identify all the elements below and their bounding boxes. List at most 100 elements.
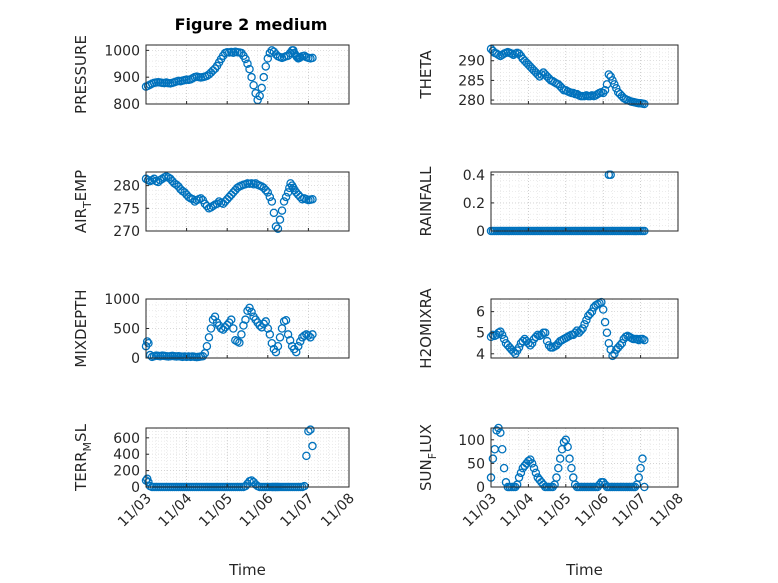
data-point	[267, 197, 277, 206]
data-point	[261, 185, 271, 195]
y-tick-label: 50	[467, 456, 485, 472]
data-point	[531, 468, 541, 478]
data-point	[497, 444, 507, 454]
y-tick-label: 0	[476, 480, 485, 496]
data-point	[587, 307, 597, 316]
data-point	[281, 315, 291, 325]
data-point	[245, 303, 254, 313]
data-point	[263, 324, 273, 333]
data-point	[202, 201, 212, 211]
data-point	[304, 331, 313, 340]
data-point	[598, 305, 608, 314]
y-tick-label: 4	[476, 347, 485, 363]
data-point	[293, 341, 303, 351]
axes-box	[490, 298, 679, 359]
series-h2omixra	[486, 297, 649, 361]
data-point	[263, 188, 273, 197]
data-point	[227, 315, 236, 324]
y-tick-label: 0	[476, 224, 485, 240]
y-tick-label: 100	[458, 433, 485, 449]
y-tick-label: 5	[476, 326, 485, 342]
y-axis-label: PRESSURE	[72, 35, 90, 114]
panel-theta: 280 285 290 THETA	[417, 44, 679, 109]
data-point	[308, 441, 317, 451]
data-point	[527, 459, 537, 468]
panel-h2omixra: 4 5 6 H2OMIXRA	[417, 288, 679, 369]
data-point	[600, 317, 610, 327]
data-point	[518, 336, 528, 346]
data-point	[271, 347, 281, 357]
data-point	[529, 463, 539, 473]
y-tick-label: 285	[458, 73, 485, 89]
data-point	[604, 70, 614, 79]
data-point	[499, 334, 509, 344]
data-point	[265, 330, 275, 339]
data-point	[235, 338, 244, 347]
figure-title: Figure 2 medium	[175, 15, 328, 34]
panel-air_temp: 270 275 280 AIRTEMP	[72, 170, 350, 240]
data-point	[555, 454, 565, 463]
data-point	[606, 170, 615, 180]
panel-mixdepth: 0 500 1000 MIXDEPTH	[72, 289, 350, 368]
data-point	[204, 333, 214, 342]
data-point	[291, 347, 301, 357]
data-point	[499, 463, 509, 473]
data-point	[514, 343, 524, 352]
data-point	[239, 321, 248, 330]
y-axis-label: H2OMIXRA	[417, 288, 435, 369]
data-point	[634, 473, 643, 482]
axes-box	[145, 171, 350, 232]
data-point	[157, 174, 167, 184]
y-tick-label: 6	[476, 305, 485, 321]
data-point	[497, 330, 507, 340]
series-theta	[486, 44, 649, 109]
data-point	[306, 425, 315, 434]
data-point	[247, 72, 256, 82]
data-point	[612, 84, 621, 93]
data-point	[610, 349, 619, 359]
data-point	[255, 321, 264, 330]
data-point	[261, 62, 271, 71]
y-tick-label: 275	[113, 201, 140, 217]
data-point	[275, 215, 285, 224]
y-tick-label: 900	[113, 70, 140, 86]
data-point	[296, 337, 305, 346]
y-tick-label: 270	[113, 224, 140, 240]
data-point	[576, 326, 586, 335]
data-point	[184, 192, 193, 202]
data-point	[552, 473, 561, 482]
data-point	[570, 328, 580, 337]
data-point	[563, 442, 572, 452]
data-point	[608, 351, 617, 361]
axes-box	[490, 44, 679, 105]
data-point	[600, 85, 610, 95]
y-axis-label: TERRMSL	[72, 423, 94, 492]
data-point	[241, 481, 250, 491]
data-point	[237, 330, 246, 339]
data-point	[516, 468, 526, 478]
y-tick-label: 0	[131, 351, 140, 367]
series-pressure	[141, 46, 317, 105]
data-point	[247, 307, 256, 317]
data-point	[585, 309, 595, 318]
data-point	[222, 320, 232, 330]
data-point	[615, 341, 625, 350]
data-point	[608, 76, 617, 85]
data-point	[527, 338, 537, 348]
panel-rainfall: 0 0.2 0.4 RAINFALL	[417, 166, 679, 240]
data-point	[229, 324, 238, 333]
data-point	[249, 80, 258, 90]
data-point	[537, 70, 546, 79]
data-point	[531, 332, 541, 342]
data-point	[212, 199, 222, 209]
data-point	[263, 54, 273, 63]
data-point	[283, 330, 293, 339]
data-point	[259, 72, 268, 82]
data-point	[142, 337, 152, 346]
panel-pressure: 800 900 1000 PRESSURE	[72, 35, 350, 114]
data-point	[567, 463, 576, 473]
data-point	[241, 315, 250, 324]
data-point	[241, 54, 250, 64]
data-point	[524, 338, 533, 348]
data-point	[617, 338, 627, 348]
